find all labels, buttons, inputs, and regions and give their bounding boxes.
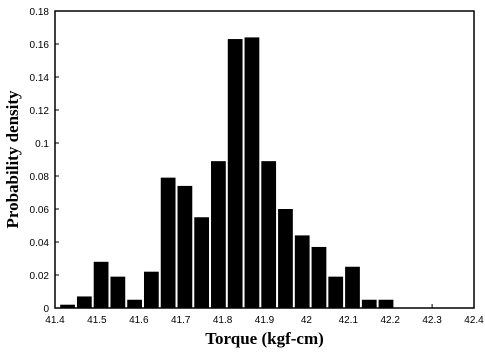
y-tick-label: 0.1 bbox=[35, 139, 49, 150]
histogram-bar bbox=[194, 217, 210, 308]
x-tick-label: 41.6 bbox=[129, 315, 149, 326]
x-tick-label: 42.3 bbox=[422, 315, 442, 326]
histogram-bar bbox=[76, 296, 92, 308]
histogram-bar bbox=[361, 299, 377, 308]
y-tick-label: 0.02 bbox=[30, 271, 50, 282]
x-axis-ticks: 41.4 41.5 41.6 41.7 41.8 41.9 42 42.1 42.2 42.3 42… bbox=[45, 304, 484, 326]
histogram-bar bbox=[328, 276, 344, 308]
histogram-bar bbox=[227, 39, 243, 309]
histogram-bar bbox=[127, 299, 142, 308]
y-tick-label: 0 bbox=[43, 304, 49, 315]
y-tick-label: 0.08 bbox=[30, 172, 50, 183]
x-tick-label: 42.4 bbox=[464, 315, 484, 326]
histogram-bar bbox=[143, 271, 159, 308]
histogram-bar bbox=[60, 304, 75, 308]
histogram-bar bbox=[211, 161, 226, 308]
histogram-bar bbox=[177, 185, 193, 308]
x-tick-label: 42.1 bbox=[339, 315, 359, 326]
y-tick-label: 0.18 bbox=[30, 7, 50, 18]
x-tick-label: 41.4 bbox=[45, 315, 65, 326]
histogram-bar bbox=[345, 266, 360, 308]
x-tick-label: 42.2 bbox=[380, 315, 400, 326]
y-tick-label: 0.16 bbox=[30, 40, 50, 51]
histogram-bar bbox=[294, 235, 310, 308]
histogram-bar bbox=[378, 299, 394, 308]
histogram-bar bbox=[311, 246, 327, 308]
bars-group bbox=[60, 37, 394, 309]
histogram-bar bbox=[244, 37, 260, 309]
x-tick-label: 41.7 bbox=[171, 315, 191, 326]
histogram-bar bbox=[160, 177, 176, 308]
y-tick-label: 0.12 bbox=[30, 106, 50, 117]
x-tick-label: 41.9 bbox=[255, 315, 275, 326]
y-tick-label: 0.14 bbox=[30, 73, 50, 84]
x-tick-label: 41.5 bbox=[87, 315, 107, 326]
x-tick-label: 41.8 bbox=[213, 315, 233, 326]
x-axis-label: Torque (kgf-cm) bbox=[205, 329, 324, 348]
histogram-bar bbox=[261, 161, 277, 308]
histogram-bar bbox=[110, 276, 126, 308]
histogram-bar bbox=[278, 209, 293, 308]
x-tick-label: 42 bbox=[301, 315, 313, 326]
histogram-bar bbox=[93, 261, 109, 308]
y-axis-label: Probability density bbox=[3, 90, 22, 229]
y-axis-ticks: 0 0.02 0.04 0.06 0.08 0.1 0.12 0.14 0.16 0.18 bbox=[30, 7, 59, 315]
y-tick-label: 0.06 bbox=[30, 205, 50, 216]
y-tick-label: 0.04 bbox=[30, 238, 50, 249]
